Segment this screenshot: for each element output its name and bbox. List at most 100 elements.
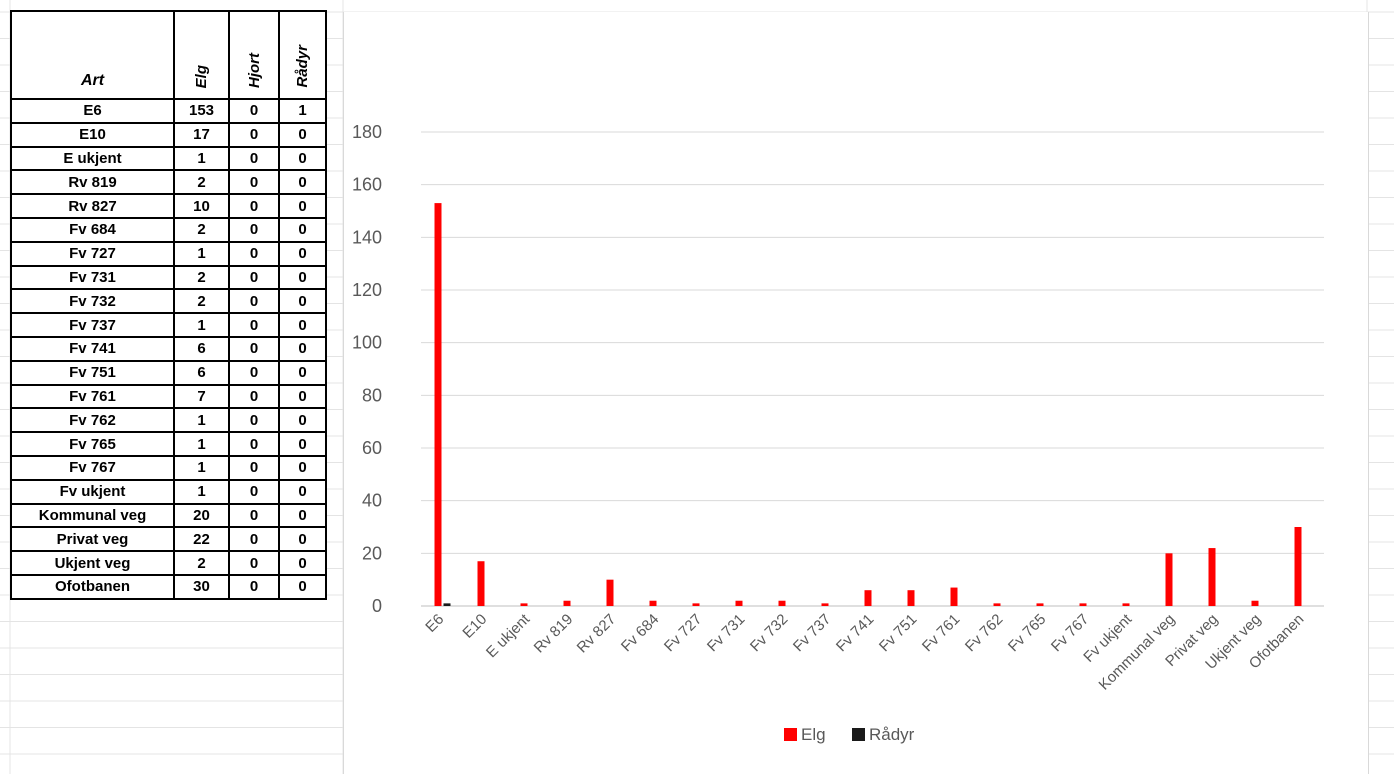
row-elg-cell: 1 [173,431,230,457]
bar-elg [778,600,786,606]
bar-elg [563,600,571,606]
row-elg-cell: 1 [173,454,230,481]
table-row: E6 153 0 1 [10,98,327,124]
table-row: Fv 765 1 0 0 [10,431,327,457]
x-tick-label: Fv 765 [1005,611,1049,655]
row-radyr-cell: 0 [278,573,327,600]
bar-elg [950,587,958,606]
x-tick-label: Fv 761 [919,611,963,655]
row-name-cell: Kommunal veg [10,502,175,529]
y-tick-label: 20 [362,543,382,563]
y-tick-label: 60 [362,438,382,458]
row-hjort-cell: 0 [228,573,280,600]
x-tick-label: Kommunal veg [1096,611,1179,694]
row-radyr-cell: 0 [278,121,327,148]
row-radyr-cell: 0 [278,169,327,196]
row-hjort-cell: 0 [228,383,280,410]
x-tick-label: E ukjent [483,610,534,661]
row-elg-cell: 2 [173,288,230,315]
row-radyr-cell: 0 [278,240,327,267]
row-hjort-cell: 0 [228,407,280,434]
row-name-cell: E10 [10,121,175,148]
row-elg-cell: 1 [173,145,230,172]
row-name-cell: Fv 732 [10,288,175,315]
bar-elg [993,603,1001,606]
table-row: E10 17 0 0 [10,121,327,148]
row-elg-cell: 1 [173,240,230,267]
header-elg: Elg [173,10,230,100]
row-name-cell: Fv 767 [10,454,175,481]
row-radyr-cell: 1 [278,98,327,124]
row-name-cell: Fv 737 [10,312,175,338]
bar-elg [1036,603,1044,606]
row-hjort-cell: 0 [228,121,280,148]
row-name-cell: Fv 727 [10,240,175,267]
row-elg-cell: 153 [173,98,230,124]
legend-label: Rådyr [869,725,915,744]
row-hjort-cell: 0 [228,478,280,505]
y-tick-label: 140 [352,227,382,247]
row-name-cell: Fv 761 [10,383,175,410]
row-hjort-cell: 0 [228,216,280,243]
row-elg-cell: 10 [173,193,230,219]
row-radyr-cell: 0 [278,407,327,434]
y-tick-label: 40 [362,491,382,511]
bar-elg [1079,603,1087,606]
row-name-cell: Fv ukjent [10,478,175,505]
row-elg-cell: 22 [173,526,230,553]
bar-elg [477,561,485,606]
y-tick-label: 180 [352,122,382,142]
table-row: Rv 819 2 0 0 [10,169,327,196]
bar-elg [520,603,528,606]
table-row: Fv 741 6 0 0 [10,335,327,362]
x-tick-label: E6 [422,611,447,636]
table-row: Ofotbanen 30 0 0 [10,573,327,600]
table-row: Ukjent veg 2 0 0 [10,550,327,576]
legend-label: Elg [801,725,826,744]
row-name-cell: Fv 684 [10,216,175,243]
row-radyr-cell: 0 [278,312,327,338]
bar-elg [1165,553,1173,606]
x-tick-label: Fv 751 [876,611,920,655]
row-elg-cell: 2 [173,216,230,243]
x-tick-label: Fv 732 [747,611,791,655]
bar-elg [1294,527,1302,606]
data-table: Art Elg Hjort Rådyr E6 153 0 1 E10 17 0 0 E ukje… [10,10,327,600]
row-name-cell: E6 [10,98,175,124]
x-tick-label: Rv 827 [574,611,620,657]
row-elg-cell: 20 [173,502,230,529]
table-row: Fv 762 1 0 0 [10,407,327,434]
bar-elg [1208,548,1216,606]
x-tick-label: Rv 819 [531,611,577,657]
row-name-cell: Privat veg [10,526,175,553]
row-name-cell: E ukjent [10,145,175,172]
bar-elg [907,590,915,606]
bar-elg [1122,603,1130,606]
y-tick-label: 160 [352,175,382,195]
row-hjort-cell: 0 [228,264,280,291]
row-hjort-cell: 0 [228,526,280,553]
row-hjort-cell: 0 [228,169,280,196]
table-row: Fv ukjent 1 0 0 [10,478,327,505]
bar-elg [649,600,657,606]
bar-elg [434,203,442,606]
row-radyr-cell: 0 [278,193,327,219]
row-radyr-cell: 0 [278,383,327,410]
header-art: Art [10,10,175,100]
row-radyr-cell: 0 [278,216,327,243]
header-elg-label: Elg [193,64,210,88]
row-radyr-cell: 0 [278,264,327,291]
header-radyr: Rådyr [278,10,327,100]
row-elg-cell: 6 [173,335,230,362]
bar-elg [606,579,614,606]
row-hjort-cell: 0 [228,431,280,457]
bar-elg [864,590,872,606]
row-radyr-cell: 0 [278,431,327,457]
row-radyr-cell: 0 [278,550,327,576]
row-elg-cell: 6 [173,359,230,386]
row-hjort-cell: 0 [228,145,280,172]
row-elg-cell: 1 [173,407,230,434]
row-name-cell: Fv 731 [10,264,175,291]
row-elg-cell: 17 [173,121,230,148]
row-hjort-cell: 0 [228,359,280,386]
